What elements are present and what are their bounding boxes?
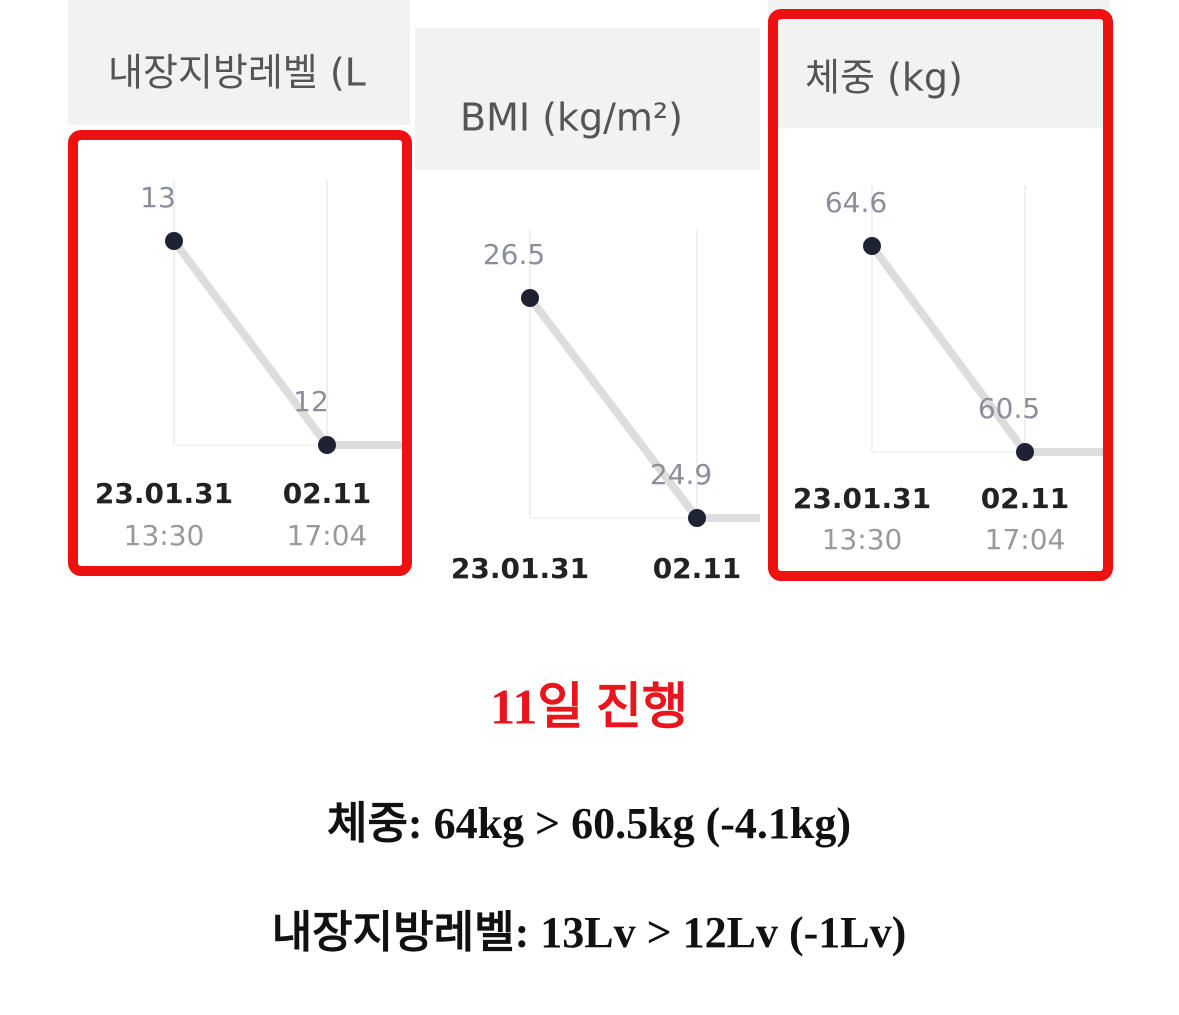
highlight-box [768,9,1113,581]
chart-title: 체중 (kg) [805,56,963,100]
data-point [521,289,539,307]
data-label: 13 [140,181,176,214]
caption-heading: 11일 진행 [490,678,688,734]
data-label: 64.6 [825,186,887,219]
series-line [868,242,1029,456]
data-label: 26.5 [483,238,545,271]
caption-line: 내장지방레벨: 13Lv > 12Lv (-1Lv) [272,908,907,957]
data-point [318,436,336,454]
x-tick-label: 23.01.31 [451,552,589,585]
x-tick-time: 13:30 [822,523,903,556]
data-label: 24.9 [650,458,712,491]
chart-title: 내장지방레벨 (L [108,51,366,95]
data-point [688,509,706,527]
panel-header [415,28,760,170]
series-line [170,237,331,449]
series-line [526,294,701,522]
x-tick-time: 13:30 [124,519,205,552]
highlight-box [68,130,412,576]
panel-header [768,0,1110,128]
x-tick-time: 17:04 [985,523,1066,556]
caption-line: 체중: 64kg > 60.5kg (-4.1kg) [327,799,851,848]
x-tick-label: 23.01.31 [793,482,931,515]
chart-title: BMI (kg/m²) [460,96,683,140]
data-label: 12 [293,385,329,418]
x-tick-label: 02.11 [981,482,1070,515]
panel-header [68,0,410,125]
x-tick-label: 02.11 [283,477,372,510]
data-label: 60.5 [978,392,1040,425]
data-point [165,232,183,250]
data-point [1016,443,1034,461]
x-tick-label: 02.11 [653,552,742,585]
panel-body [768,128,1110,585]
panel-body [68,125,410,585]
data-point [863,237,881,255]
x-tick-label: 23.01.31 [95,477,233,510]
x-tick-time: 17:04 [287,519,368,552]
